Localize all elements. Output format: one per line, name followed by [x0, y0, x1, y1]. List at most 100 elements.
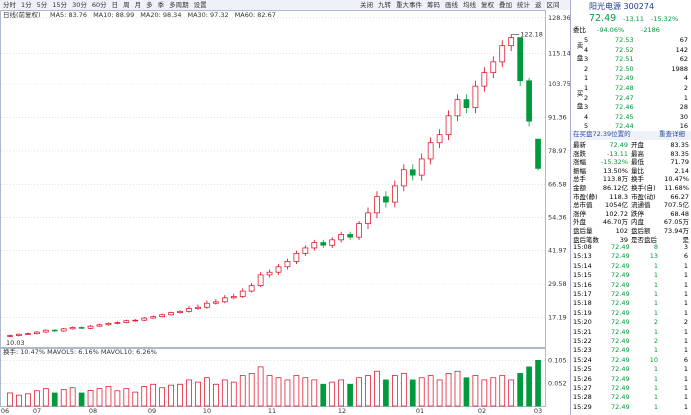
- notice-link[interactable]: 重查详细: [659, 130, 685, 138]
- volume-bar: [445, 373, 452, 407]
- tool-button[interactable]: 统计: [517, 0, 531, 9]
- tab[interactable]: 分时: [3, 0, 17, 9]
- trade-price: 72.49: [611, 318, 630, 327]
- stat-row: 市盈(静) 118.3 市盈(动) 66.27: [571, 194, 691, 203]
- trade-count: 6: [683, 355, 688, 364]
- tool-button[interactable]: 关闭: [360, 0, 373, 9]
- trade-row: 15:16 72.49 1 1: [571, 282, 691, 291]
- tool-button[interactable]: 九转: [378, 0, 392, 9]
- candle-body: [535, 138, 541, 169]
- tab[interactable]: 季: [158, 0, 165, 9]
- volume-bar: [60, 389, 67, 407]
- stat-label: 内盘: [631, 218, 644, 227]
- trade-row: 15:25 72.49 1 1: [571, 366, 691, 375]
- candle-body: [320, 242, 327, 246]
- candle-body: [60, 328, 67, 332]
- tab[interactable]: 5分: [37, 0, 48, 9]
- stat-row: 盘后笔数 39 是否盘后 是: [571, 237, 691, 246]
- price-tick-label: 103.75: [548, 80, 570, 88]
- candle-body: [508, 37, 515, 47]
- month-label: 06: [1, 407, 9, 415]
- stat-label: 最新: [573, 141, 586, 149]
- level: 4: [584, 112, 589, 121]
- candle-body: [266, 271, 273, 276]
- volume-bar: [472, 375, 479, 407]
- candle-body: [78, 327, 85, 329]
- tab[interactable]: 设置: [194, 0, 208, 9]
- trade-count: 1: [683, 299, 688, 308]
- candle-body: [114, 322, 121, 324]
- order-volume: 1: [683, 93, 688, 102]
- stat-row: 涨幅 -15.32% 最低 71.79: [571, 159, 691, 168]
- price-tick-label: 29.58: [548, 280, 567, 288]
- candle-body: [221, 297, 228, 303]
- tool-button[interactable]: 返: [535, 1, 542, 9]
- tool-button[interactable]: 复权: [481, 0, 495, 9]
- price-tick-label: 54.36: [548, 213, 567, 221]
- stat-label: 盘后笔数: [573, 235, 599, 244]
- tab[interactable]: 多周期: [169, 0, 189, 9]
- trade-count: 3: [683, 243, 688, 251]
- tool-button[interactable]: 区间: [547, 1, 560, 9]
- stat-value: 83.35: [670, 141, 689, 149]
- volume-bar: [517, 373, 524, 407]
- tab[interactable]: 15分: [52, 0, 67, 9]
- trade-price: 72.49: [611, 261, 630, 270]
- candle-body: [365, 212, 371, 225]
- trade-volume: 1: [653, 290, 658, 298]
- volume-bar: [526, 366, 532, 407]
- candle-body: [499, 45, 506, 63]
- tab[interactable]: 60分: [92, 0, 107, 9]
- candle-body: [311, 242, 318, 249]
- tool-button[interactable]: 重大事件: [396, 0, 423, 9]
- trade-row: 15:28 72.49 1 1: [571, 394, 691, 403]
- stat-label: 涨跌: [573, 149, 586, 158]
- order-row: 4 72.45 30: [571, 112, 691, 123]
- sell-label: 卖盘: [575, 42, 583, 67]
- stat-label: 盘后额: [631, 227, 651, 235]
- level: 5: [584, 36, 589, 44]
- tool-button[interactable]: 叠加: [499, 0, 512, 9]
- tab[interactable]: 周: [123, 1, 130, 9]
- stat-row: 振幅 13.50% 量比 2.14: [571, 168, 691, 177]
- order-volume: 16: [679, 122, 688, 130]
- tool-button[interactable]: 筹码: [427, 0, 441, 9]
- volume-bar: [490, 377, 497, 407]
- order-row: 3 72.46 28: [571, 104, 691, 113]
- tab[interactable]: 日: [112, 1, 119, 9]
- trade-count: 1: [683, 261, 688, 270]
- trade-count: 1: [683, 384, 688, 392]
- volume-bar: [168, 384, 174, 407]
- tool-button[interactable]: 均线: [463, 0, 477, 9]
- trade-row: 15:24 72.49 10 6: [571, 357, 691, 366]
- trade-price: 72.49: [611, 337, 630, 345]
- order-volume: 28: [679, 103, 688, 111]
- order-row: 1 72.48 2: [571, 85, 691, 94]
- tool-button[interactable]: 画线: [445, 0, 459, 9]
- volume-bar: [195, 381, 201, 407]
- trade-price: 72.49: [611, 271, 630, 280]
- tab[interactable]: 月: [135, 1, 142, 9]
- trade-row: 15:21 72.49 1 1: [571, 329, 691, 338]
- trade-count: 2: [683, 318, 688, 327]
- candle-body: [347, 234, 353, 238]
- trade-row: 15:26 72.49 1 1: [571, 376, 691, 385]
- trade-time: 15:27: [573, 384, 592, 392]
- trade-count: 1: [683, 271, 688, 280]
- trade-row: 15:13 72.49 13 6: [571, 253, 691, 262]
- stat-label: 换手(自): [631, 184, 656, 192]
- tab[interactable]: 多: [146, 0, 153, 9]
- tab[interactable]: 30分: [72, 0, 87, 9]
- trade-price: 72.49: [611, 365, 630, 374]
- candle-body: [293, 252, 300, 262]
- tab[interactable]: 1分: [21, 0, 32, 9]
- price-row: 72.49 -13.11 -15.32%: [571, 14, 691, 25]
- volume-bar: [302, 377, 309, 407]
- volume-bar: [33, 390, 40, 407]
- stat-value: -15.32%: [600, 158, 628, 167]
- notice-row: 在买盘72.39位置的 重查详细: [571, 131, 691, 140]
- volume-frame: [0, 348, 546, 407]
- stat-value: 71.79: [670, 158, 689, 167]
- stat-label: 振幅: [573, 166, 586, 175]
- order-volume: 30: [679, 112, 688, 121]
